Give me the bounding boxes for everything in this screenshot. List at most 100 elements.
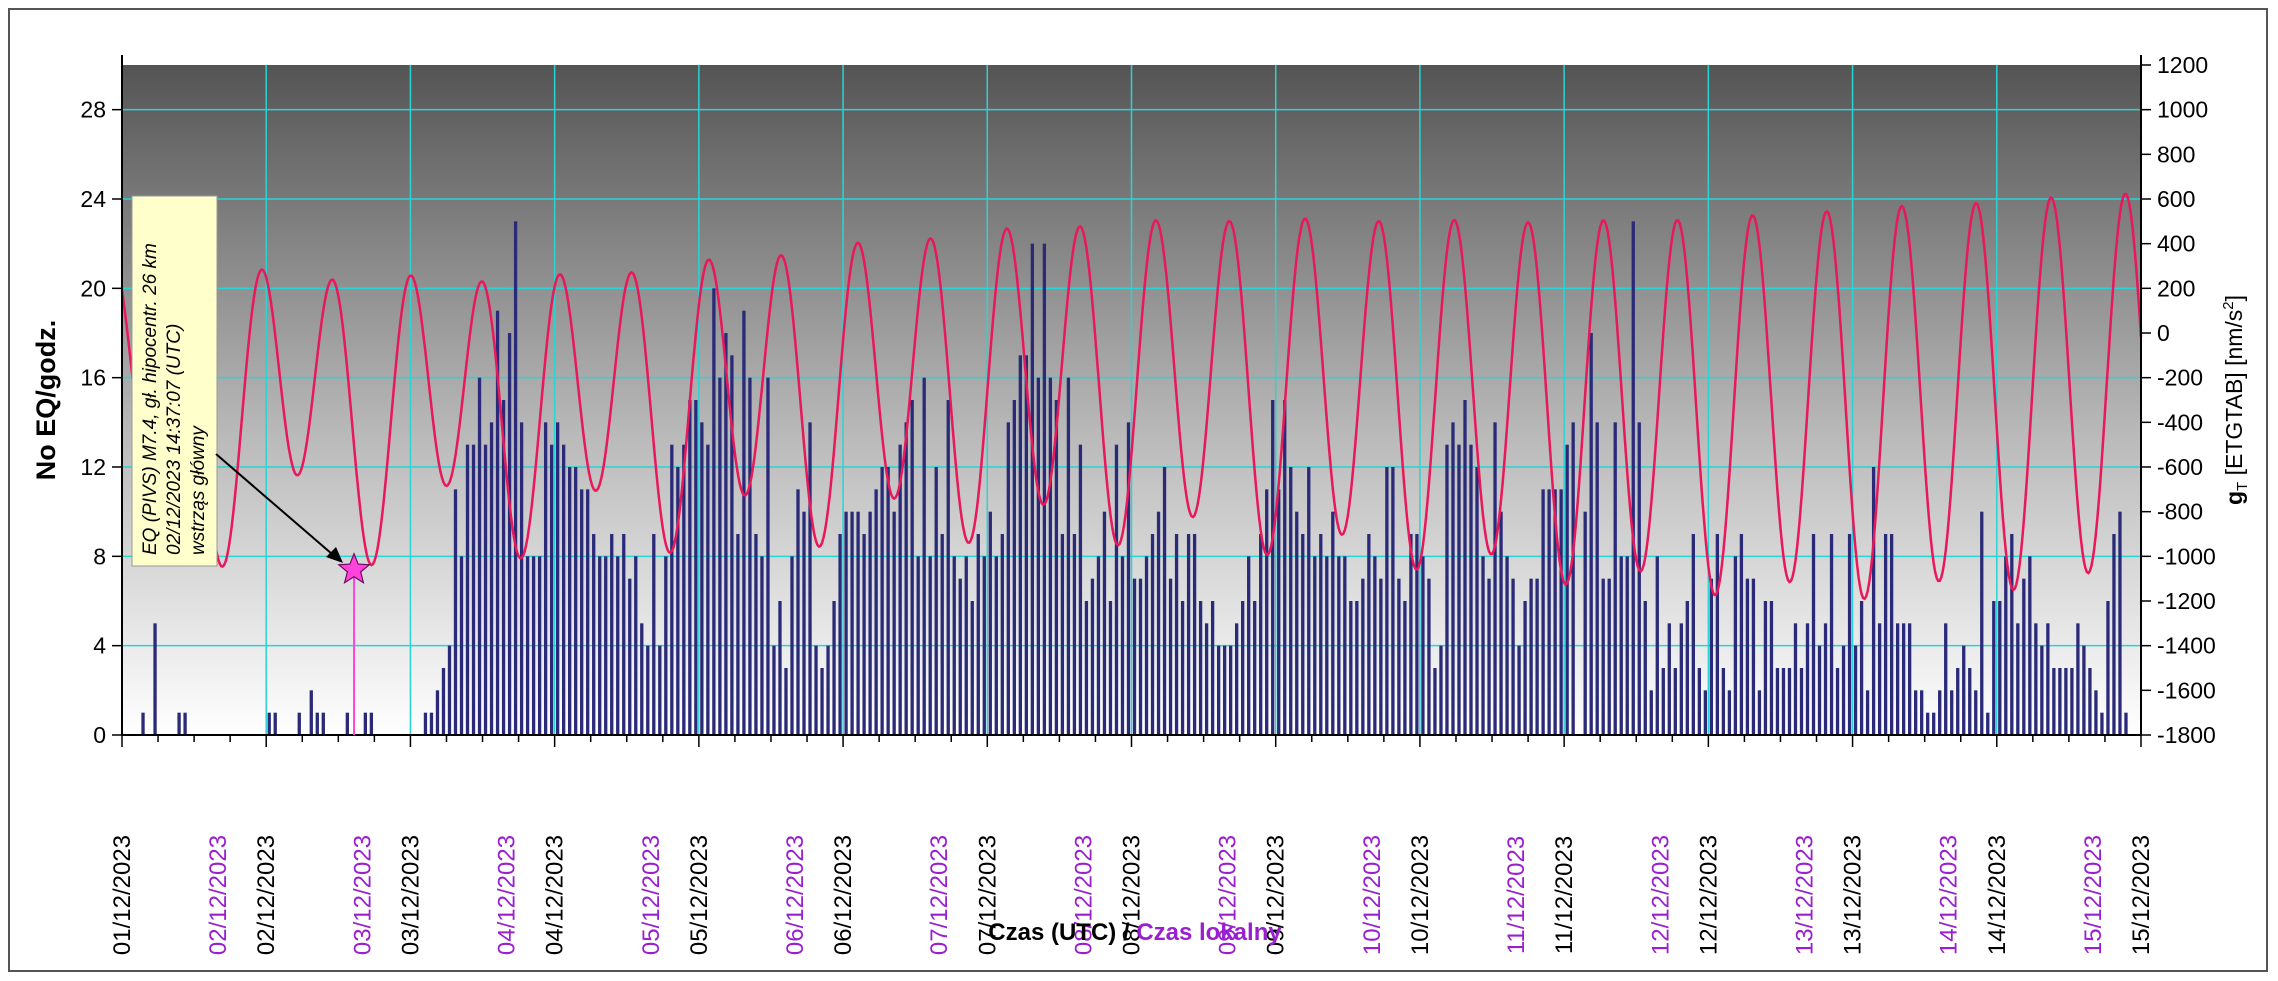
count-bar [549,444,554,735]
utc-date-label: 01/12/2023 [109,835,136,955]
count-bar [141,712,145,735]
count-bar [1847,534,1852,735]
count-bar [652,534,656,735]
count-bar [796,489,800,735]
count-bar [1511,578,1515,735]
count-bar [1781,668,1786,735]
count-bar [1499,511,1503,735]
count-bar [495,310,500,735]
x-axis-title: Czas (UTC) / Czas lokalny [988,919,1282,946]
count-bar [1156,511,1161,735]
count-bar [1883,534,1888,735]
count-bar [2052,668,2056,735]
left-tick-label: 16 [80,365,106,391]
count-bar [2004,556,2008,735]
count-bar [2106,601,2110,735]
count-bar [706,444,710,735]
count-bar [1962,645,1966,735]
axis-layer [112,55,2151,747]
count-bar [1481,556,1485,735]
count-bar [736,534,740,735]
count-bar [988,511,992,735]
count-bar [1523,601,1527,735]
count-bar [568,467,572,735]
count-bar [1535,578,1539,735]
count-bar [177,712,181,735]
local-date-label: 03/12/2023 [349,835,376,955]
count-bar [2112,534,2116,735]
count-bar [1565,444,1569,735]
count-bar [1427,578,1431,735]
count-bar [1307,467,1311,735]
count-bar [604,556,608,735]
right-tick-label: -600 [2157,454,2203,480]
count-bar [1889,534,1894,735]
count-bar [1703,690,1708,735]
local-date-label: 15/12/2023 [2080,835,2107,955]
count-bar [1451,422,1455,735]
left-tick-label: 28 [80,97,106,123]
count-bar [1968,668,1972,735]
count-bar [1204,623,1209,735]
count-bar [1505,556,1509,735]
count-bar [1601,578,1605,735]
count-bar [730,355,734,735]
count-bar [507,333,512,735]
right-axis-title: gT [ETGTAB] [nm/s2] [2220,295,2251,505]
count-bar [1944,623,1948,735]
count-bar [1409,534,1413,735]
count-bar [1932,712,1936,735]
count-bar [1457,444,1461,735]
count-bar [2082,645,2086,735]
count-bar [441,668,446,735]
local-date-label: 07/12/2023 [926,835,953,955]
count-bar [483,444,488,735]
count-bar [2118,511,2122,735]
count-bar [1655,556,1659,735]
count-bar [1998,601,2002,735]
count-bar [2070,668,2074,735]
count-bar [1992,601,1996,735]
count-bar [898,444,902,735]
count-bar [1661,668,1665,735]
count-bar [664,556,668,735]
right-tick-label: -800 [2157,499,2203,525]
count-bar [820,668,824,735]
count-bar [1174,534,1179,735]
count-bar [1265,489,1269,735]
utc-date-label: 03/12/2023 [397,835,424,955]
count-bar [1331,511,1335,735]
count-bar [1349,601,1353,735]
annotation-arrowhead [326,547,343,563]
count-bar [742,310,746,735]
local-date-label: 04/12/2023 [494,835,521,955]
count-bar [2100,712,2104,735]
count-bar [592,534,596,735]
local-date-label: 11/12/2023 [1503,836,1530,954]
count-bar [574,467,578,735]
count-bar [1132,578,1137,735]
event-annotation: EQ (PIVS) M7.4, gł. hipocentr. 26 km 02/… [131,195,343,567]
count-bar [345,712,349,735]
count-bar [964,556,968,735]
count-bar [321,712,325,735]
count-bar [471,444,476,735]
count-bar [513,221,518,736]
right-axis-title-sub: T [2234,482,2251,491]
count-bar [1012,400,1016,735]
count-bar [555,422,560,735]
count-bar [1920,690,1924,735]
count-bar [1000,534,1004,735]
count-bar [1090,578,1095,735]
right-axis-title-g: g [2221,491,2247,505]
count-bar [1216,645,1221,735]
left-tick-label: 8 [93,543,106,569]
count-bar [1421,556,1425,735]
count-bar [1198,601,1203,735]
count-bar [916,556,920,735]
label-layer: 0 4 8 12 16 20 24 28 -1800 -1600 -1400 -1200 -1000 -8… [80,52,2215,955]
count-bar [718,377,722,735]
utc-date-label: 07/12/2023 [974,835,1001,955]
utc-date-label: 10/12/2023 [1407,835,1434,955]
count-bar [922,377,926,735]
